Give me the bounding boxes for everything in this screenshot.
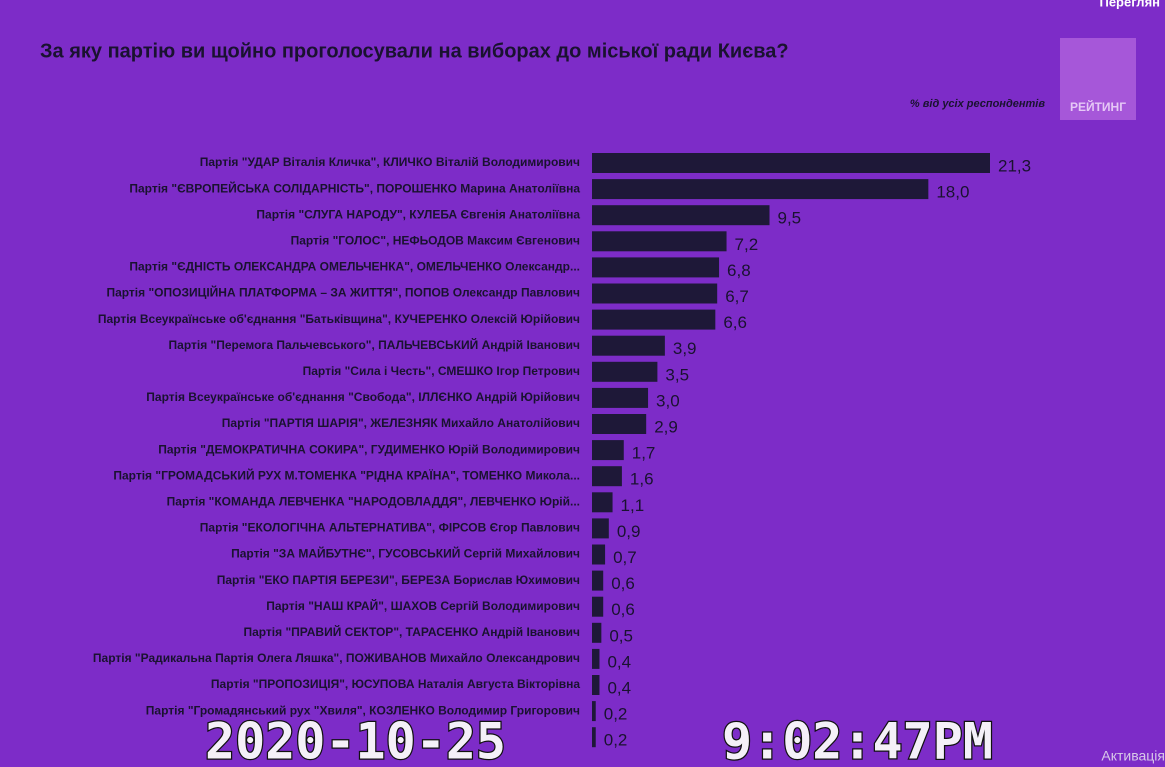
- logo: [1060, 38, 1136, 120]
- value-label: 0,9: [617, 522, 641, 541]
- category-label: Партія "ГОЛОС", НЕФЬОДОВ Максим Євгенови…: [291, 233, 580, 247]
- date-stamp: 2020-10-25: [205, 713, 506, 767]
- bar: [592, 570, 604, 591]
- value-label: 21,3: [998, 156, 1031, 175]
- bar: [592, 179, 929, 200]
- bottom-right-text: Активація: [1101, 748, 1165, 764]
- bar: [592, 544, 606, 565]
- value-label: 6,7: [725, 287, 749, 306]
- category-label: Партія "ПРОПОЗИЦІЯ", ЮСУПОВА Наталія Авг…: [211, 677, 580, 691]
- value-label: 0,6: [611, 574, 635, 593]
- category-label: Партія "ДЕМОКРАТИЧНА СОКИРА", ГУДИМЕНКО …: [158, 442, 580, 456]
- value-label: 0,4: [607, 652, 631, 671]
- bar: [592, 257, 720, 278]
- category-label: Партія Всеукраїнське об'єднання "Свобода…: [146, 390, 580, 404]
- category-label: Партія Всеукраїнське об'єднання "Батьків…: [98, 312, 580, 326]
- value-label: 2,9: [654, 417, 678, 436]
- time-stamp: 9:02:47PM: [722, 713, 993, 767]
- category-label: Партія "Сила і Честь", СМЕШКО Ігор Петро…: [303, 364, 580, 378]
- category-label: Партія "ПРАВИЙ СЕКТОР", ТАРАСЕНКО Андрій…: [243, 624, 580, 639]
- top-right-text: Переглян: [1099, 0, 1160, 9]
- value-label: 0,2: [604, 705, 628, 724]
- bar: [592, 648, 600, 669]
- value-label: 3,9: [673, 339, 697, 358]
- category-label: Партія "КОМАНДА ЛЕВЧЕНКА "НАРОДОВЛАДДЯ",…: [167, 494, 580, 508]
- chart-subtitle: % від усіх респондентів: [910, 98, 1045, 110]
- bar: [592, 361, 658, 382]
- chart-title: За яку партію ви щойно проголосували на …: [40, 40, 789, 62]
- bar: [592, 414, 647, 434]
- value-label: 1,6: [630, 470, 654, 489]
- category-label: Партія "ЄВРОПЕЙСЬКА СОЛІДАРНІСТЬ", ПОРОШ…: [129, 180, 580, 195]
- category-label: Партія "СЛУГА НАРОДУ", КУЛЕБА Євгенія Ан…: [256, 207, 580, 221]
- logo-text: РЕЙТИНГ: [1070, 99, 1126, 114]
- bar: [592, 205, 770, 226]
- category-label: Партія "ЕКОЛОГІЧНА АЛЬТЕРНАТИВА", ФІРСОВ…: [200, 521, 580, 535]
- bar: [592, 387, 649, 408]
- value-label: 9,5: [778, 209, 802, 228]
- category-label: Партія "УДАР Віталія Кличка", КЛИЧКО Віт…: [200, 155, 580, 169]
- bar: [592, 622, 602, 643]
- value-label: 0,6: [611, 600, 635, 619]
- category-label: Партія "Громадянський рух "Хвиля", КОЗЛЕ…: [146, 703, 580, 717]
- value-label: 1,1: [621, 496, 645, 515]
- value-label: 0,4: [607, 678, 631, 697]
- category-label: Партія "ГРОМАДСЬКИЙ РУХ М.ТОМЕНКА "РІДНА…: [113, 467, 580, 482]
- bar: [592, 231, 727, 252]
- value-label: 0,5: [609, 626, 633, 645]
- bar: [592, 335, 665, 356]
- bar: [592, 283, 718, 304]
- category-label: Партія "ОПОЗИЦІЙНА ПЛАТФОРМА – ЗА ЖИТТЯ"…: [106, 285, 580, 300]
- value-label: 0,2: [604, 731, 628, 750]
- value-label: 0,7: [613, 548, 637, 567]
- category-label: Партія "ЄДНІСТЬ ОЛЕКСАНДРА ОМЕЛЬЧЕНКА", …: [129, 260, 580, 274]
- value-label: 7,2: [735, 235, 759, 254]
- value-label: 3,5: [665, 365, 689, 384]
- category-label: Партія "Перемога Пальчевського", ПАЛЬЧЕВ…: [169, 337, 581, 352]
- plot: Партія "УДАР Віталія Кличка", КЛИЧКО Віт…: [93, 153, 1031, 750]
- value-label: 18,0: [936, 183, 969, 202]
- bar: [592, 492, 613, 513]
- bar: [592, 466, 622, 487]
- value-label: 6,6: [723, 313, 747, 332]
- category-label: Партія "НАШ КРАЙ", ШАХОВ Сергій Володими…: [266, 598, 580, 613]
- category-label: Партія "ПАРТІЯ ШАРІЯ", ЖЕЛЕЗНЯК Михайло …: [222, 416, 580, 430]
- bar: [592, 701, 596, 722]
- bar: [592, 518, 609, 539]
- bar: [592, 440, 624, 461]
- bar: [592, 153, 990, 173]
- value-label: 3,0: [656, 391, 680, 410]
- value-label: 1,7: [632, 444, 656, 463]
- category-label: Партія "Радикальна Партія Олега Ляшка", …: [93, 651, 580, 665]
- bar: [592, 727, 596, 748]
- bar: [592, 596, 604, 617]
- category-label: Партія "ЗА МАЙБУТНЄ", ГУСОВСЬКИЙ Сергій …: [231, 546, 580, 561]
- bar: [592, 309, 716, 330]
- category-label: Партія "ЕКО ПАРТІЯ БЕРЕЗИ", БЕРЕЗА Борис…: [217, 573, 580, 587]
- bar: [592, 675, 600, 695]
- value-label: 6,8: [727, 261, 751, 280]
